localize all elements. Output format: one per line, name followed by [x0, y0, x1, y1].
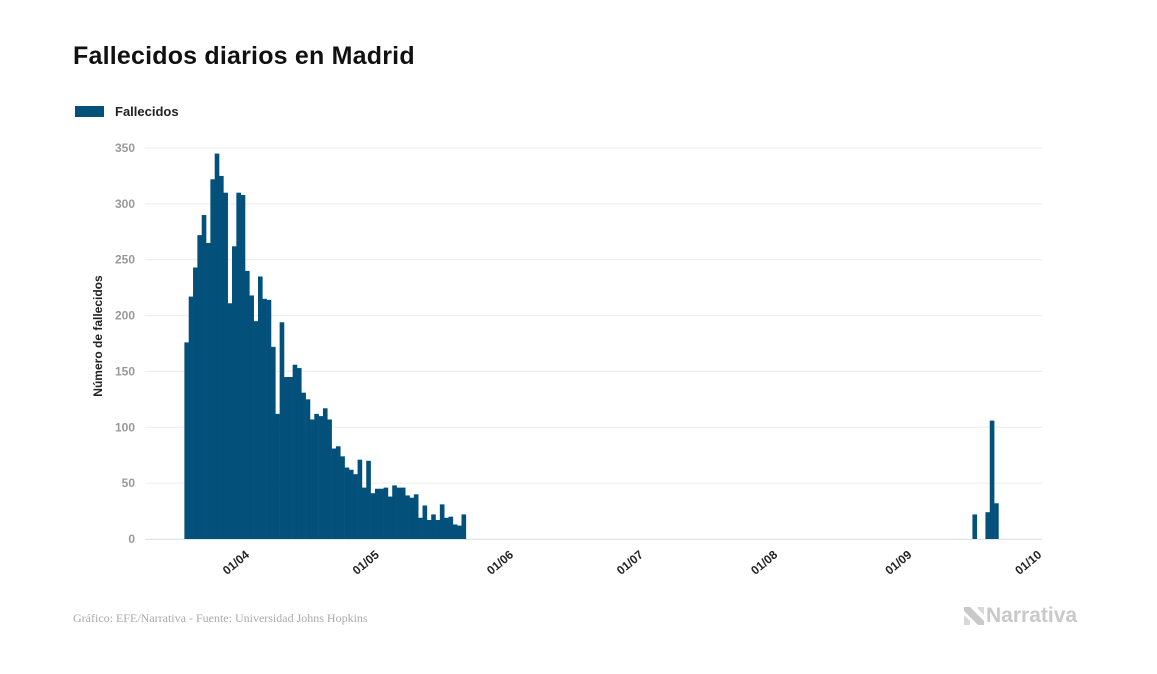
bar — [227, 303, 233, 539]
source-credit: Gráfico: EFE/Narrativa - Fuente: Univers… — [73, 611, 368, 625]
bar — [275, 413, 280, 539]
bar — [400, 487, 406, 539]
bar — [193, 267, 198, 539]
bar — [370, 493, 376, 539]
y-tick-label: 250 — [115, 253, 135, 267]
logo-text: Narrativa — [986, 604, 1078, 627]
bar — [426, 520, 432, 539]
bar — [457, 525, 462, 539]
bar — [353, 474, 358, 539]
bar — [206, 242, 211, 539]
bar — [249, 295, 254, 539]
bar — [361, 487, 367, 539]
bar — [418, 517, 423, 539]
bar — [989, 420, 995, 539]
bar — [245, 270, 250, 539]
bar — [223, 192, 228, 539]
bar — [344, 467, 350, 539]
bar — [232, 246, 237, 539]
x-tick-label: 01/04 — [220, 547, 252, 577]
bar — [262, 298, 267, 539]
bar — [292, 364, 298, 539]
y-tick-label: 300 — [115, 197, 135, 211]
x-tick-label: 01/09 — [882, 547, 914, 577]
bar — [452, 524, 458, 539]
bar — [435, 520, 441, 539]
bar — [279, 322, 285, 539]
bar — [461, 514, 467, 539]
y-tick-label: 150 — [115, 364, 135, 378]
legend: Fallecidos — [75, 104, 179, 119]
bar — [219, 175, 224, 539]
y-tick-label: 100 — [115, 420, 135, 434]
bar — [301, 392, 306, 539]
bar — [392, 485, 397, 539]
y-tick-label: 200 — [115, 309, 135, 323]
bar — [305, 399, 311, 539]
bar — [387, 496, 393, 539]
y-tick-label: 50 — [122, 476, 136, 490]
bar — [322, 408, 328, 539]
bar — [318, 416, 324, 539]
legend-swatch — [75, 106, 104, 117]
bar — [197, 235, 202, 539]
bar — [296, 368, 302, 539]
bar — [357, 459, 363, 539]
bar — [210, 179, 215, 539]
bar — [266, 299, 272, 539]
bar — [288, 377, 293, 539]
x-tick-label: 01/08 — [748, 547, 780, 577]
bar — [331, 448, 337, 539]
bar — [314, 413, 319, 539]
chart-title: Fallecidos diarios en Madrid — [73, 42, 415, 70]
bar — [413, 494, 419, 539]
bar — [340, 456, 345, 539]
narrativa-logo-icon — [964, 607, 984, 625]
bar — [448, 516, 454, 539]
y-tick-label: 0 — [128, 532, 135, 546]
x-tick-label: 01/06 — [484, 547, 516, 577]
bar — [348, 469, 354, 539]
bar — [444, 517, 449, 539]
bar — [409, 497, 415, 539]
y-tick-label: 350 — [115, 141, 135, 155]
bar — [184, 342, 190, 539]
bar — [201, 215, 207, 539]
x-tick-label: 01/05 — [350, 547, 382, 577]
bar — [439, 504, 445, 539]
bar — [431, 514, 436, 539]
narrativa-logo: Narrativa — [964, 604, 1077, 628]
x-tick-label: 01/10 — [1012, 547, 1044, 577]
bar — [422, 505, 428, 539]
bar — [236, 192, 241, 539]
bar — [309, 419, 315, 539]
bar — [379, 488, 384, 539]
bar — [327, 419, 332, 539]
bar — [383, 487, 389, 539]
legend-label: Fallecidos — [115, 104, 179, 119]
bar — [257, 276, 263, 539]
x-tick-label: 01/07 — [614, 547, 646, 577]
bar — [283, 377, 289, 539]
bar — [405, 495, 410, 539]
bar — [985, 512, 991, 539]
bar — [214, 153, 220, 540]
bar — [972, 514, 978, 539]
bar — [374, 488, 380, 539]
bar — [253, 321, 259, 539]
bar — [396, 487, 402, 539]
y-axis-label: Número de fallecidos — [91, 275, 105, 397]
bar — [335, 446, 341, 539]
bar — [270, 346, 276, 539]
bar — [366, 460, 371, 539]
bar — [240, 194, 246, 540]
bar — [994, 503, 999, 539]
bar — [188, 296, 194, 539]
